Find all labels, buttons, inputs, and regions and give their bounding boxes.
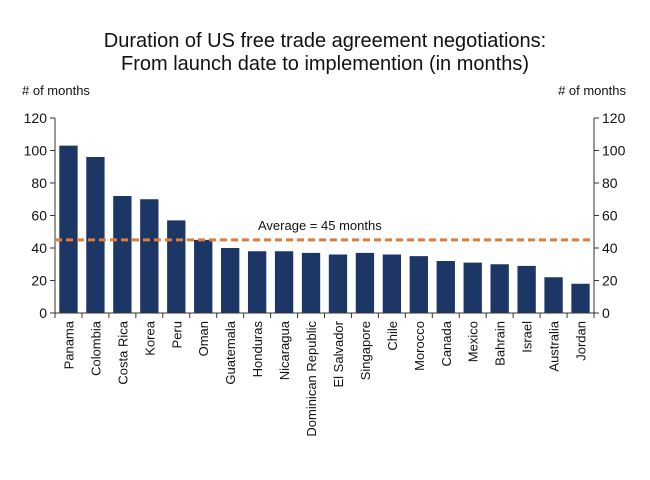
x-category-label: Singapore xyxy=(358,321,373,380)
x-category-label: Honduras xyxy=(250,321,265,378)
chart-title: Duration of US free trade agreement nego… xyxy=(0,30,650,76)
chart-title-line-1: Duration of US free trade agreement nego… xyxy=(103,30,547,52)
x-category-label: Guatemala xyxy=(223,320,238,384)
bar-oman xyxy=(194,239,213,314)
x-category-label: Bahrain xyxy=(493,321,508,366)
left-y-tick-label: 20 xyxy=(31,273,47,289)
bar-jordan xyxy=(571,283,590,313)
bar-peru xyxy=(167,220,186,314)
x-category-label: Costa Rica xyxy=(115,320,130,384)
x-category-label: Panama xyxy=(61,320,76,369)
left-y-tick-label: 0 xyxy=(39,305,47,321)
bar-dominican-republic xyxy=(301,252,321,314)
x-category-label: Chile xyxy=(385,321,400,351)
x-category-label: Canada xyxy=(439,320,454,366)
left-y-tick-label: 40 xyxy=(31,240,47,256)
bar-guatemala xyxy=(221,248,240,313)
bar-australia xyxy=(544,277,563,313)
x-category-label: Peru xyxy=(169,321,184,348)
x-category-label: Israel xyxy=(520,321,535,353)
bar-singapore xyxy=(355,252,375,314)
average-label: Average = 45 months xyxy=(258,218,382,233)
right-y-tick-label: 60 xyxy=(602,208,618,224)
right-y-tick-label: 100 xyxy=(602,143,626,159)
right-y-tick-label: 40 xyxy=(602,240,618,256)
bar-canada xyxy=(436,261,455,313)
right-y-tick-label: 120 xyxy=(602,110,626,126)
bar-honduras xyxy=(247,251,267,313)
right-y-tick-label: 80 xyxy=(602,175,618,191)
right-axis-unit-label: # of months xyxy=(558,83,626,98)
x-category-label: Dominican Republic xyxy=(304,321,319,437)
bar-mexico xyxy=(463,262,482,314)
left-y-tick-label: 100 xyxy=(24,143,48,159)
ticks-layer: 0 0 20 20 40 40 60 60 80 80 100 100 120 120 xyxy=(24,110,626,321)
left-y-tick-label: 60 xyxy=(31,208,47,224)
x-category-label: Korea xyxy=(142,320,157,355)
bar-colombia xyxy=(86,157,105,313)
x-category-label: Morocco xyxy=(412,321,427,371)
bar-costa-rica xyxy=(113,196,132,313)
right-y-tick-label: 20 xyxy=(602,273,618,289)
bar-nicaragua xyxy=(274,251,294,313)
x-category-label: Oman xyxy=(196,321,211,356)
left-y-tick-label: 80 xyxy=(31,175,47,191)
bar-chile xyxy=(382,254,402,313)
x-category-label: El Salvador xyxy=(331,320,346,387)
left-y-tick-label: 120 xyxy=(24,110,48,126)
chart-title-line-2: From launch date to implemention (in mon… xyxy=(121,53,529,75)
bars-layer xyxy=(59,145,590,314)
x-category-label: Colombia xyxy=(88,320,103,376)
average-layer: Average = 45 months xyxy=(55,218,594,242)
category-labels-layer: Panama Colombia Costa Rica Korea Peru Oman Gua… xyxy=(61,320,588,436)
bar-israel xyxy=(517,265,536,314)
bar-el-salvador xyxy=(328,254,348,313)
axes-layer xyxy=(54,118,595,314)
right-y-tick-label: 0 xyxy=(602,305,610,321)
bar-morocco xyxy=(409,256,428,314)
x-category-label: Mexico xyxy=(466,321,481,362)
left-axis-unit-label: # of months xyxy=(22,83,90,98)
bar-korea xyxy=(140,199,159,313)
x-category-label: Australia xyxy=(547,320,562,371)
bar-panama xyxy=(59,145,78,314)
bar-bahrain xyxy=(490,264,509,313)
x-category-label: Nicaragua xyxy=(277,320,292,380)
x-category-label: Jordan xyxy=(574,321,589,361)
